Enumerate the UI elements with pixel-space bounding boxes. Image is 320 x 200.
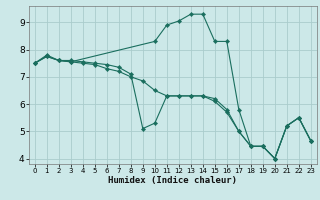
X-axis label: Humidex (Indice chaleur): Humidex (Indice chaleur) <box>108 176 237 185</box>
